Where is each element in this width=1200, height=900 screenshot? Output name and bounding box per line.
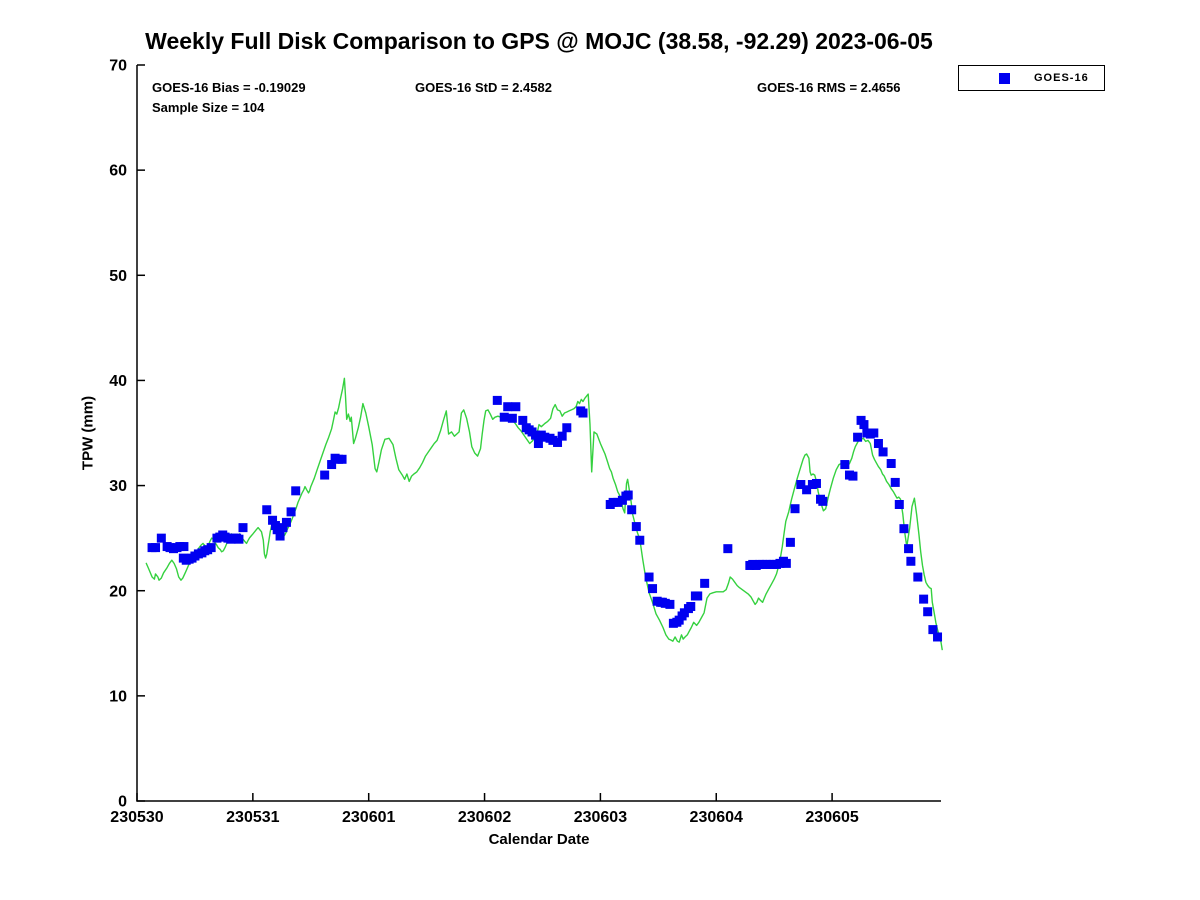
goes16-marker — [179, 542, 189, 552]
goes16-marker — [665, 599, 675, 609]
x-tick-label: 230601 — [342, 809, 395, 826]
goes16-marker — [268, 515, 278, 525]
x-tick-label: 230605 — [805, 809, 858, 826]
goes16-marker — [281, 517, 291, 527]
stat-bias: GOES-16 Bias = -0.19029 — [152, 80, 306, 95]
x-tick-label: 230603 — [574, 809, 627, 826]
goes16-marker — [320, 470, 330, 480]
goes16-marker — [499, 412, 509, 422]
goes16-marker — [518, 415, 528, 425]
goes16-marker — [272, 525, 282, 535]
goes16-marker — [693, 591, 703, 601]
goes16-marker — [906, 556, 916, 566]
y-tick-label: 20 — [109, 583, 127, 600]
goes16-marker — [562, 423, 572, 433]
stat-sample: Sample Size = 104 — [152, 100, 265, 115]
goes16-marker — [913, 572, 923, 582]
goes16-marker — [578, 408, 588, 418]
legend-label: GOES-16 — [1034, 72, 1089, 84]
goes16-marker — [904, 544, 914, 554]
goes16-marker — [785, 537, 795, 547]
y-tick-label: 0 — [118, 794, 127, 811]
goes16-marker — [627, 505, 637, 515]
goes16-marker — [933, 632, 943, 642]
goes16-marker — [723, 544, 733, 554]
goes16-marker — [278, 523, 288, 533]
goes16-marker — [811, 478, 821, 488]
goes16-marker — [503, 402, 513, 412]
goes16-marker — [644, 572, 654, 582]
goes16-marker — [234, 534, 244, 544]
goes16-marker — [781, 558, 791, 568]
page-title: Weekly Full Disk Comparison to GPS @ MOJ… — [145, 28, 933, 54]
x-tick-label: 230531 — [226, 809, 279, 826]
goes16-marker — [818, 496, 828, 506]
goes16-marker — [869, 428, 879, 438]
goes16-marker — [327, 460, 337, 470]
goes16-marker — [859, 420, 869, 430]
y-tick-label: 50 — [109, 268, 127, 285]
goes16-marker — [635, 535, 645, 545]
goes16-marker — [700, 578, 710, 588]
goes16-marker — [540, 432, 550, 442]
goes16-marker — [507, 413, 517, 423]
goes16-marker — [890, 477, 900, 487]
goes16-marker — [553, 437, 563, 447]
goes16-marker — [660, 598, 670, 608]
goes16-marker — [531, 430, 541, 440]
goes16-marker — [796, 480, 806, 490]
goes16-marker — [631, 522, 641, 532]
goes16-marker — [557, 431, 567, 441]
goes16-marker — [206, 543, 216, 553]
goes16-marker — [286, 507, 296, 517]
goes16-marker — [492, 395, 502, 405]
legend-box: GOES-16 — [958, 65, 1105, 91]
goes16-marker — [853, 432, 863, 442]
goes16-marker — [337, 454, 347, 464]
stat-std: GOES-16 StD = 2.4582 — [415, 80, 552, 95]
goes16-marker — [238, 523, 248, 533]
y-tick-label: 60 — [109, 163, 127, 180]
goes16-marker — [928, 625, 938, 635]
goes16-marker — [275, 531, 285, 541]
stat-rms: GOES-16 RMS = 2.4656 — [757, 80, 901, 95]
y-tick-label: 30 — [109, 478, 127, 495]
goes16-marker — [790, 504, 800, 514]
goes16-marker — [878, 447, 888, 457]
goes16-marker — [686, 601, 696, 611]
x-axis-label: Calendar Date — [488, 831, 590, 848]
x-tick-label: 230602 — [458, 809, 511, 826]
goes16-marker — [923, 607, 933, 617]
goes16-marker — [886, 458, 896, 468]
y-tick-label: 10 — [109, 688, 127, 705]
goes16-marker — [613, 497, 623, 507]
goes16-marker — [873, 439, 883, 449]
x-tick-label: 230530 — [110, 809, 163, 826]
goes16-marker — [262, 505, 272, 515]
goes16-marker — [894, 499, 904, 509]
y-tick-label: 70 — [109, 58, 127, 75]
goes16-marker — [533, 439, 543, 449]
goes16-marker — [291, 486, 301, 496]
goes16-square-marker-icon — [999, 72, 1010, 84]
goes16-marker — [608, 497, 618, 507]
x-tick-label: 230604 — [690, 809, 743, 826]
goes16-marker — [623, 490, 633, 500]
goes16-marker — [648, 584, 658, 594]
goes16-marker — [848, 471, 858, 481]
goes16-marker — [802, 485, 812, 495]
goes16-marker — [840, 460, 850, 470]
goes16-marker — [899, 524, 909, 534]
y-tick-label: 40 — [109, 373, 127, 390]
goes16-marker — [548, 435, 558, 445]
goes16-marker — [919, 594, 929, 604]
goes16-marker — [156, 533, 166, 543]
goes16-marker — [151, 543, 161, 553]
goes16-marker — [511, 402, 521, 412]
